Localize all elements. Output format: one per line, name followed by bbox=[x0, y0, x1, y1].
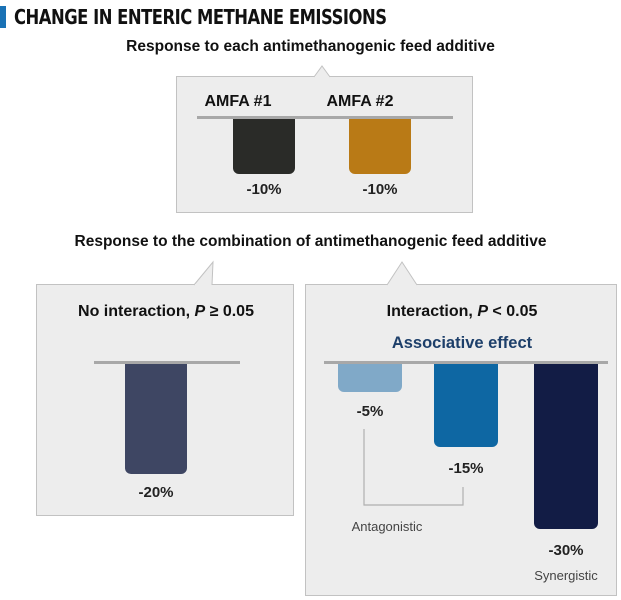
pointer-right bbox=[386, 261, 418, 286]
baseline bbox=[94, 361, 240, 364]
single-additive-panel: AMFA #1 AMFA #2 -10% -10% bbox=[176, 76, 473, 213]
value-label-antagonistic: -5% bbox=[356, 403, 384, 420]
baseline bbox=[324, 361, 608, 364]
antagonistic-note: Antagonistic bbox=[351, 519, 423, 534]
bar-amfa1 bbox=[233, 119, 295, 174]
baseline bbox=[197, 116, 453, 119]
associative-effect-label: Associative effect bbox=[391, 334, 533, 352]
section1-heading: Response to each antimethanogenic feed a… bbox=[126, 38, 495, 55]
bar-combined bbox=[434, 364, 498, 447]
value-label-amfa2: -10% bbox=[362, 181, 398, 198]
bar-no-interaction bbox=[125, 364, 187, 474]
value-label-combined: -15% bbox=[448, 460, 484, 477]
synergistic-note: Synergistic bbox=[534, 568, 598, 583]
value-label-no-interaction: -20% bbox=[138, 484, 174, 501]
bar-synergistic bbox=[534, 364, 598, 529]
value-label-synergistic: -30% bbox=[548, 542, 584, 559]
antagonistic-bracket bbox=[363, 429, 464, 506]
interaction-title: Interaction, P < 0.05 bbox=[386, 303, 538, 320]
bar-amfa2 bbox=[349, 119, 411, 174]
amfa2-label: AMFA #2 bbox=[326, 93, 394, 110]
amfa1-label: AMFA #1 bbox=[204, 93, 272, 110]
bar-antagonistic bbox=[338, 364, 402, 392]
pointer-left bbox=[193, 260, 214, 286]
title-accent-bar bbox=[0, 6, 6, 28]
no-interaction-panel: No interaction, P ≥ 0.05 -20% bbox=[36, 284, 294, 516]
section2-heading: Response to the combination of antimetha… bbox=[74, 233, 547, 250]
value-label-amfa1: -10% bbox=[246, 181, 282, 198]
main-title: CHANGE IN ENTERIC METHANE EMISSIONS bbox=[14, 5, 387, 29]
no-interaction-title: No interaction, P ≥ 0.05 bbox=[78, 303, 254, 320]
interaction-panel: Interaction, P < 0.05 Associative effect… bbox=[305, 284, 617, 596]
pointer-top bbox=[313, 65, 331, 78]
